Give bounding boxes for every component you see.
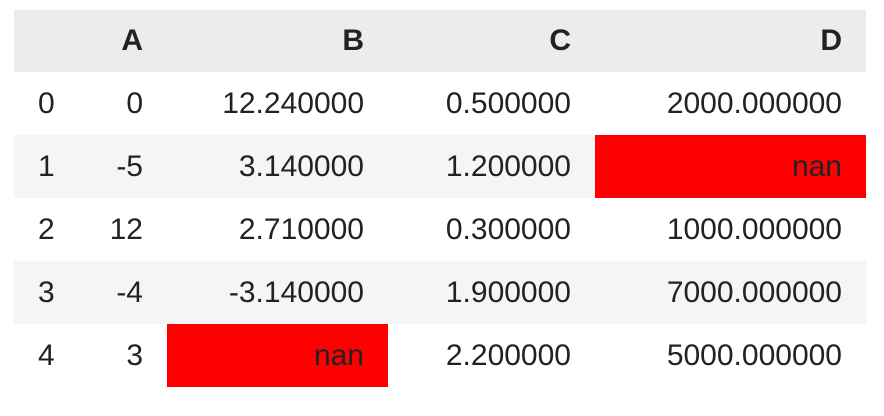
row-index: 0 [38,86,55,120]
corner-cell [14,10,85,72]
column-header: A [85,10,167,72]
cell: 3.140000 [238,149,364,183]
cell: 0.500000 [445,86,571,120]
row-index: 1 [38,149,55,183]
table-body: 0 0 12.240000 0.500000 2000.000000 1 -5 3.14000… [14,72,866,387]
null-cell: nan [167,324,388,387]
cell: 2.200000 [445,338,571,372]
row-index: 2 [38,212,55,246]
cell: 1.900000 [445,275,571,309]
row-index: 3 [38,275,55,309]
cell: 7000.000000 [666,275,842,309]
row-index: 4 [38,338,55,372]
cell: -4 [116,275,143,309]
table-row: 4 3 nan 2.200000 5000.000000 [14,324,866,387]
table-row: 1 -5 3.140000 1.200000 nan [14,135,866,198]
cell: 2000.000000 [666,86,842,120]
cell: 3 [126,338,143,372]
cell: 2.710000 [238,212,364,246]
cell: -5 [116,149,143,183]
table-row: 0 0 12.240000 0.500000 2000.000000 [14,72,866,135]
table-row: 2 12 2.710000 0.300000 1000.000000 [14,198,866,261]
column-header: D [595,10,866,72]
column-header: B [167,10,388,72]
cell: 0.300000 [445,212,571,246]
column-header: C [388,10,595,72]
table-row: 3 -4 -3.140000 1.900000 7000.000000 [14,261,866,324]
cell: 12 [109,212,143,246]
null-cell: nan [595,135,866,198]
cell: 1.200000 [445,149,571,183]
cell: 12.240000 [222,86,364,120]
cell: 0 [126,86,143,120]
cell: 5000.000000 [666,338,842,372]
cell: -3.140000 [228,275,364,309]
cell: 1000.000000 [666,212,842,246]
